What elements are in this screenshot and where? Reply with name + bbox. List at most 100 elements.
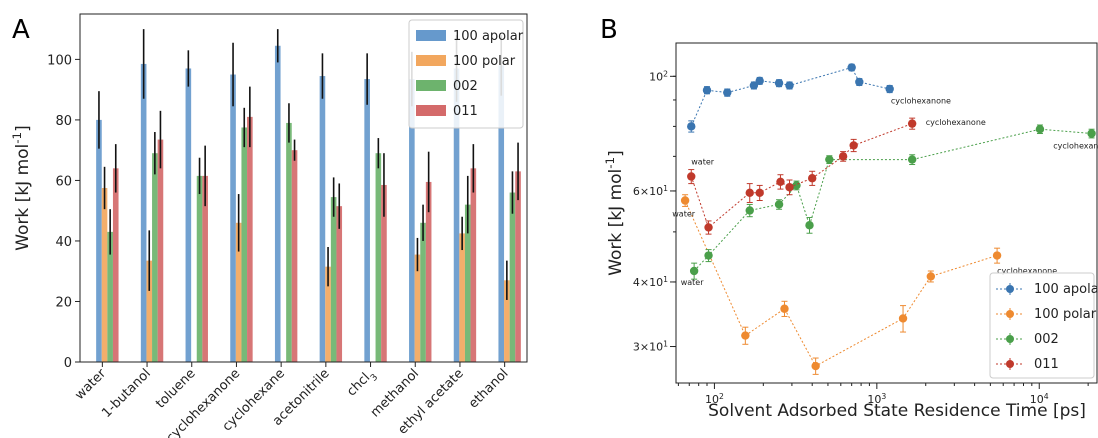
y-tick-label: 20 — [55, 295, 72, 310]
bar — [470, 168, 477, 362]
bar — [425, 181, 432, 362]
bar — [409, 79, 415, 363]
data-point — [704, 251, 713, 260]
legend-label: 100 apolar — [1034, 282, 1098, 297]
legend-swatch — [416, 30, 446, 41]
y-tick-label: 40 — [55, 235, 72, 250]
point-annotation: cyclohexanone — [891, 97, 951, 106]
data-point — [745, 188, 754, 198]
legend-marker — [1006, 310, 1014, 318]
point-annotation: water — [691, 158, 715, 167]
legend-marker — [1006, 360, 1014, 368]
bar — [291, 150, 298, 362]
series-line — [690, 66, 890, 127]
bar — [504, 280, 510, 362]
bar — [152, 153, 158, 362]
bar — [235, 222, 242, 362]
data-point — [849, 141, 858, 150]
legend-label: 100 polar — [1034, 307, 1097, 322]
bar — [230, 74, 236, 363]
y-tick-label: 0 — [64, 356, 72, 371]
bar — [274, 45, 281, 362]
data-point — [907, 155, 917, 164]
data-point — [749, 81, 759, 90]
bar — [96, 119, 102, 362]
data-point — [774, 200, 784, 209]
x-tick-label: 103 — [867, 392, 886, 407]
data-point — [704, 223, 713, 232]
data-point — [1035, 125, 1045, 134]
point-annotation: water — [681, 278, 705, 287]
data-point — [811, 361, 820, 371]
bar — [107, 231, 113, 362]
x-tick-label: 104 — [1030, 392, 1049, 407]
series-line — [693, 128, 1092, 272]
data-point — [898, 314, 908, 323]
bar — [453, 68, 460, 362]
data-point — [992, 251, 1002, 260]
plot-frame — [79, 13, 528, 363]
bar — [325, 266, 331, 362]
bar — [157, 139, 164, 362]
data-point — [847, 63, 856, 72]
bar — [414, 254, 421, 362]
y-tick-label: 60 — [55, 174, 72, 189]
x-tick-label: chcl3 — [344, 366, 380, 402]
plot-frame — [675, 42, 1098, 384]
legend-swatch — [416, 55, 446, 66]
data-point — [825, 155, 834, 164]
data-point — [808, 174, 817, 183]
y-tick-label: 102 — [649, 69, 668, 84]
bar — [498, 65, 505, 362]
bar — [420, 222, 426, 362]
series-line — [684, 200, 998, 367]
x-axis-label: Solvent Adsorbed State Residence Time [p… — [708, 401, 1086, 421]
data-point — [785, 81, 794, 90]
data-point — [907, 119, 917, 128]
bar — [112, 168, 119, 362]
bar — [247, 116, 253, 362]
series-line — [690, 123, 913, 229]
data-point — [855, 77, 864, 87]
data-point — [702, 85, 712, 95]
data-point — [785, 183, 794, 192]
bar — [509, 192, 516, 362]
legend-label: 011 — [1034, 357, 1059, 372]
bar — [196, 175, 203, 362]
panel-label-a: A — [12, 15, 30, 45]
data-point — [780, 304, 789, 313]
x-tick-label: water — [72, 366, 109, 403]
data-point — [805, 221, 814, 230]
x-tick-label: toluene — [153, 366, 198, 411]
panel-b-scatter-chart: B 102 103 104 3×101 4×101 6×101 102 cyclohexanon… — [600, 15, 1098, 421]
legend-marker — [1006, 335, 1014, 343]
bar — [241, 127, 248, 362]
y-tick-label: 80 — [55, 114, 72, 129]
data-point — [838, 152, 848, 161]
legend-label: 002 — [453, 79, 478, 94]
y-axis-label: Work [kJ mol-1] — [603, 150, 626, 276]
y-tick-label: 4×101 — [633, 274, 668, 289]
point-annotation: cyclohexanone — [1053, 141, 1098, 150]
data-point — [723, 88, 732, 97]
legend-label: 002 — [1034, 332, 1059, 347]
bar — [336, 206, 343, 362]
panel-label-b: B — [600, 15, 618, 45]
data-point — [755, 188, 764, 198]
legend-swatch — [416, 105, 446, 116]
y-tick-label: 100 — [47, 53, 72, 68]
data-point — [689, 266, 699, 276]
legend-label: 100 apolar — [453, 29, 524, 44]
bar — [330, 197, 337, 362]
bar — [364, 79, 370, 363]
data-point — [885, 84, 894, 94]
legend-box — [989, 272, 1095, 379]
legend-label: 100 polar — [453, 54, 516, 69]
point-annotation: cyclohexanone — [997, 267, 1057, 276]
legend-marker — [1006, 285, 1014, 293]
point-annotation: cyclohexanone — [926, 118, 986, 127]
bar — [319, 76, 326, 362]
data-point — [741, 331, 750, 340]
y-axis-label: Work [kJ mol-1] — [10, 125, 33, 251]
